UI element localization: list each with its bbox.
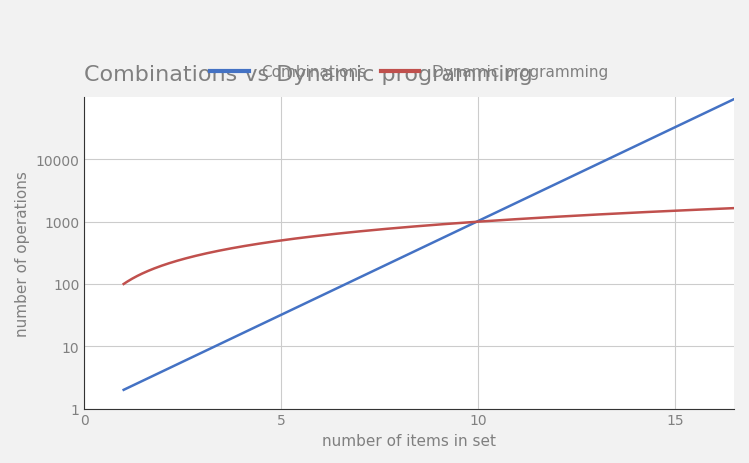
- Line: Dynamic programming: Dynamic programming: [124, 209, 734, 284]
- Dynamic programming: [619, 211, 628, 217]
- Dynamic programming: [715, 206, 724, 212]
- X-axis label: number of items in set: number of items in set: [322, 433, 496, 448]
- Legend: Combinations, Dynamic programming: Combinations, Dynamic programming: [204, 59, 614, 86]
- Combinations: [409, 250, 418, 255]
- Text: Combinations vs Dynamic programming: Combinations vs Dynamic programming: [85, 65, 533, 85]
- Line: Combinations: Combinations: [124, 100, 734, 390]
- Combinations: [619, 150, 628, 155]
- Dynamic programming: [730, 206, 739, 212]
- Combinations: [119, 387, 128, 393]
- Combinations: [730, 97, 739, 103]
- Combinations: [413, 248, 422, 253]
- Dynamic programming: [449, 221, 458, 227]
- Combinations: [715, 104, 724, 110]
- Dynamic programming: [482, 219, 491, 225]
- Combinations: [449, 230, 458, 236]
- Dynamic programming: [119, 282, 128, 287]
- Dynamic programming: [413, 224, 422, 230]
- Combinations: [482, 214, 491, 220]
- Dynamic programming: [409, 224, 418, 230]
- Y-axis label: number of operations: number of operations: [15, 170, 30, 336]
